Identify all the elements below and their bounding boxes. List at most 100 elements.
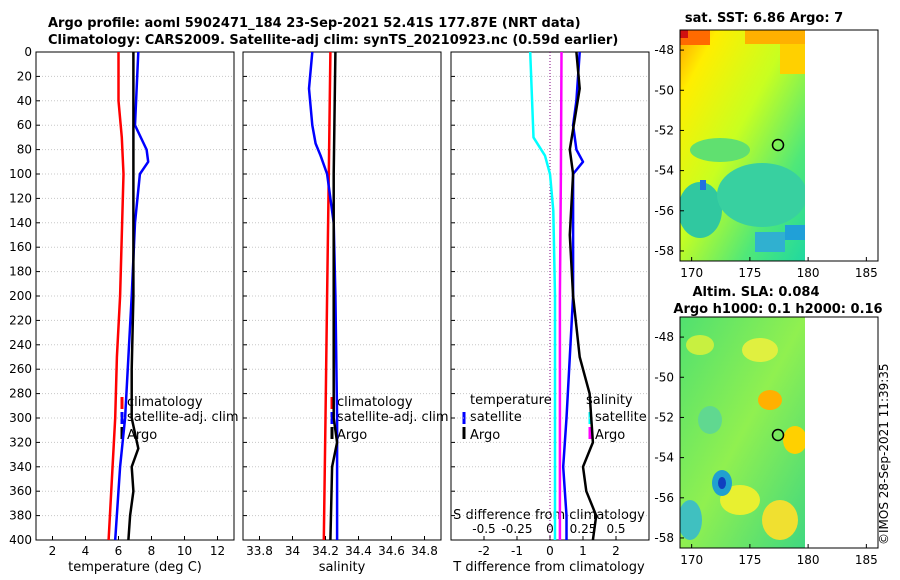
depth-tick-label: 120 bbox=[9, 191, 32, 205]
salinity-xtick-label: 34.2 bbox=[312, 544, 339, 558]
sst-map-title: sat. SST: 6.86 Argo: 7 bbox=[685, 11, 843, 26]
difference-xlabel: T difference from climatology bbox=[452, 560, 645, 575]
difference-series-line-0 bbox=[528, 51, 557, 540]
difference-xtick-label: 2 bbox=[612, 544, 620, 558]
difference-top-xtick-label: 0.5 bbox=[606, 522, 625, 536]
sst-map-xtick-label: 180 bbox=[797, 266, 820, 280]
sla-map-subtitle: Argo h1000: 0.1 h2000: 0.16 bbox=[673, 302, 882, 317]
temperature-xtick-label: 8 bbox=[148, 544, 156, 558]
sla-map-patches bbox=[680, 335, 805, 540]
temperature-series-line-1 bbox=[113, 51, 150, 541]
temperature-xtick-label: 12 bbox=[210, 544, 225, 558]
sla-map-float-marker bbox=[771, 428, 785, 442]
depth-tick-label: 400 bbox=[9, 533, 32, 547]
difference-xtick-label: 0 bbox=[546, 544, 554, 558]
difference-legend-temperature-title: temperature bbox=[470, 393, 552, 408]
copyright-text: ©IMOS 28-Sep-2021 11:39:35 bbox=[877, 363, 891, 545]
sla-map-ytick-label: -50 bbox=[654, 370, 674, 384]
sst-map: sat. SST: 6.86 Argo: 7 bbox=[679, 11, 879, 262]
salinity-xtick-label: 33.8 bbox=[246, 544, 273, 558]
depth-tick-label: 300 bbox=[9, 411, 32, 425]
salinity-legend-satellite: satellite-adj. clim bbox=[337, 410, 449, 425]
sst-map-ytick-label: -52 bbox=[654, 123, 674, 137]
depth-tick-label: 60 bbox=[17, 118, 32, 132]
depth-tick-label: 220 bbox=[9, 313, 32, 327]
difference-legend-salinity-argo: Argo bbox=[595, 428, 625, 443]
sst-map-ytick-label: -54 bbox=[654, 164, 674, 178]
difference-legend-temperature-satellite: satellite bbox=[470, 410, 522, 425]
salinity-legend-climatology: climatology bbox=[337, 395, 413, 410]
depth-tick-label: 200 bbox=[9, 289, 32, 303]
salinity-series-line-0 bbox=[322, 51, 332, 541]
sla-map-xtick-label: 185 bbox=[855, 553, 878, 567]
depth-tick-label: 320 bbox=[9, 435, 32, 449]
depth-tick-label: 0 bbox=[24, 45, 32, 59]
sla-map-xtick-label: 170 bbox=[680, 553, 703, 567]
depth-tick-label: 340 bbox=[9, 460, 32, 474]
salinity-series-line-1 bbox=[307, 51, 339, 540]
temperature-xtick-label: 6 bbox=[115, 544, 123, 558]
salinity-xtick-label: 34 bbox=[285, 544, 300, 558]
difference-top-xtick-label: -0.5 bbox=[472, 522, 495, 536]
depth-tick-label: 80 bbox=[17, 143, 32, 157]
sla-map-ytick-label: -48 bbox=[654, 330, 674, 344]
depth-tick-label: 160 bbox=[9, 240, 32, 254]
depth-tick-label: 380 bbox=[9, 509, 32, 523]
depth-tick-label: 260 bbox=[9, 362, 32, 376]
sla-map-ytick-label: -58 bbox=[654, 531, 674, 545]
sst-map-ytick-label: -56 bbox=[654, 204, 674, 218]
salinity-xtick-label: 34.8 bbox=[411, 544, 438, 558]
depth-tick-label: 240 bbox=[9, 338, 32, 352]
temperature-xtick-label: 4 bbox=[82, 544, 90, 558]
salinity-legend: climatology satellite-adj. clim Argo bbox=[330, 395, 449, 443]
sla-map: Altim. SLA: 0.084 Argo h1000: 0.1 h2000:… bbox=[673, 285, 883, 549]
temperature-xlabel: temperature (deg C) bbox=[68, 560, 202, 575]
temperature-series-line-2 bbox=[127, 52, 140, 541]
difference-xtick-label: -2 bbox=[478, 544, 490, 558]
sst-map-ytick-label: -50 bbox=[654, 83, 674, 97]
salinity-xtick-label: 34.6 bbox=[378, 544, 405, 558]
depth-tick-label: 100 bbox=[9, 167, 32, 181]
sst-map-patches bbox=[680, 30, 805, 252]
depth-tick-label: 360 bbox=[9, 484, 32, 498]
sla-map-xtick-label: 175 bbox=[738, 553, 761, 567]
salinity-xtick-label: 34.4 bbox=[345, 544, 372, 558]
sst-map-xtick-label: 170 bbox=[680, 266, 703, 280]
difference-legend-salinity-title: salinity bbox=[586, 393, 633, 408]
sst-map-xtick-label: 175 bbox=[738, 266, 761, 280]
depth-tick-label: 40 bbox=[17, 94, 32, 108]
difference-legend-salinity: salinity satellite Argo bbox=[586, 393, 647, 443]
sla-map-ytick-label: -54 bbox=[654, 451, 674, 465]
difference-legend-salinity-satellite: satellite bbox=[595, 410, 647, 425]
depth-tick-label: 140 bbox=[9, 216, 32, 230]
temperature-legend-satellite: satellite-adj. clim bbox=[127, 410, 239, 425]
difference-xtick-label: -1 bbox=[511, 544, 523, 558]
dynamic-chart-marks: 0204060801001201401601802002202402602803… bbox=[9, 43, 878, 567]
difference-xtick-label: 1 bbox=[579, 544, 587, 558]
sla-map-ytick-label: -56 bbox=[654, 491, 674, 505]
header-line-2: Climatology: CARS2009. Satellite-adj cli… bbox=[48, 33, 619, 48]
header-line-1: Argo profile: aoml 5902471_184 23-Sep-20… bbox=[48, 16, 581, 31]
temperature-xtick-label: 2 bbox=[49, 544, 57, 558]
difference-top-xtick-label: -0.25 bbox=[501, 522, 532, 536]
sla-map-xtick-label: 180 bbox=[797, 553, 820, 567]
depth-tick-label: 180 bbox=[9, 265, 32, 279]
sst-map-float-marker bbox=[771, 138, 785, 152]
temperature-legend: climatology satellite-adj. clim Argo bbox=[120, 395, 239, 443]
temperature-series-line-0 bbox=[107, 52, 125, 541]
sst-map-xtick-label: 185 bbox=[855, 266, 878, 280]
salinity-series-line-2 bbox=[329, 51, 339, 541]
temperature-legend-climatology: climatology bbox=[127, 395, 203, 410]
difference-legend-temperature-argo: Argo bbox=[470, 428, 500, 443]
depth-tick-label: 280 bbox=[9, 387, 32, 401]
sla-map-ytick-label: -52 bbox=[654, 410, 674, 424]
temperature-xtick-label: 10 bbox=[177, 544, 192, 558]
difference-series-line-3 bbox=[568, 51, 598, 541]
temperature-legend-argo: Argo bbox=[127, 428, 157, 443]
difference-top-xlabel: S difference from climatology bbox=[453, 508, 645, 523]
difference-series-line-2 bbox=[558, 51, 563, 540]
sla-map-title: Altim. SLA: 0.084 bbox=[693, 285, 820, 300]
difference-legend-temperature: temperature satellite Argo bbox=[462, 393, 552, 443]
sst-map-ytick-label: -48 bbox=[654, 43, 674, 57]
